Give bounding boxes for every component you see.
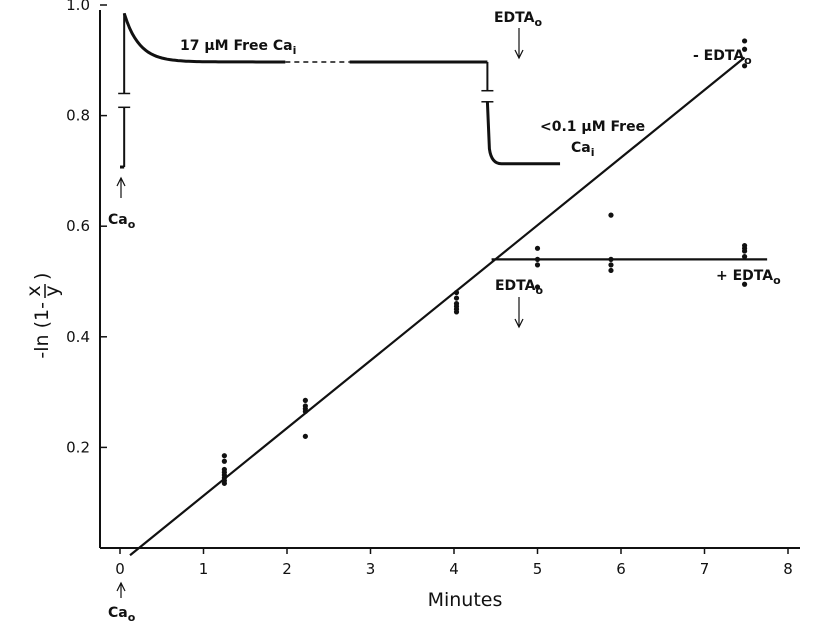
point-plus-edta (534, 245, 541, 251)
point-minus-edta (453, 309, 460, 315)
plus-edta-label: + EDTAo (716, 268, 781, 287)
y-tick-label: 0.8 (66, 107, 90, 125)
trace-label-17um: 17 μM Free Cai (180, 38, 296, 57)
annotations: 17 μM Free Cai <0.1 μM Free Cai EDTAo ED… (108, 10, 781, 624)
point-plus-edta (534, 256, 541, 262)
edta-top-label: EDTAo (494, 10, 542, 29)
y-tick-label: 1.0 (66, 0, 90, 14)
data-points (221, 38, 748, 486)
inset-trace (118, 12, 561, 169)
x-tick-label: 4 (449, 560, 459, 578)
point-plus-edta (608, 262, 614, 268)
minus-edta-label: - EDTAo (693, 48, 752, 67)
edta-top-arrow-head (514, 49, 524, 60)
x-tick-label: 0 (115, 560, 125, 578)
arrows (116, 28, 524, 598)
point-minus-edta (741, 38, 748, 44)
trace-label-01um: <0.1 μM Free (540, 119, 645, 135)
x-axis-title: Minutes (428, 589, 503, 611)
point-plus-edta (534, 284, 541, 290)
ca-axis-label: Cao (108, 605, 136, 624)
x-tick-label: 6 (616, 560, 626, 578)
y-axis-title-den: y (41, 285, 63, 296)
point-minus-edta (302, 397, 308, 403)
x-tick-label: 2 (282, 560, 292, 578)
point-minus-edta (302, 433, 308, 439)
y-tick-label: 0.2 (66, 438, 90, 456)
point-plus-edta (534, 262, 541, 268)
edta-mid-arrow-head (514, 318, 524, 329)
x-tick-label: 7 (700, 560, 710, 578)
axes (99, 10, 800, 549)
axis-ticks: 0 1 2 3 4 5 6 7 8 0.2 0.4 0.6 0.8 1.0 (66, 0, 793, 578)
point-plus-edta (608, 212, 614, 218)
point-minus-edta (221, 453, 227, 459)
ca-trace-label: Cao (108, 212, 136, 231)
x-tick-label: 5 (533, 560, 543, 578)
point-minus-edta (741, 63, 748, 69)
edta-mid-label: EDTAo (495, 278, 543, 297)
point-plus-edta (608, 267, 614, 274)
ca-axis-arrow-head (116, 581, 126, 592)
point-minus-edta (221, 480, 227, 486)
y-tick-label: 0.6 (66, 217, 90, 235)
point-minus-edta (302, 408, 308, 415)
y-axis-title-suffix: ) (31, 273, 53, 280)
x-tick-label: 3 (366, 560, 376, 578)
point-plus-edta (608, 256, 614, 262)
point-minus-edta (453, 289, 460, 296)
ca-trace-arrow-head (116, 176, 126, 187)
trace-label-cai: Cai (571, 140, 595, 159)
y-axis-title: -ln (1- x y ) (23, 273, 63, 359)
trace-plateau-1 (122, 12, 286, 64)
point-plus-edta (741, 254, 748, 260)
fit-line (129, 56, 746, 557)
y-axis-title-prefix: -ln (1- (31, 302, 53, 359)
point-minus-edta (741, 46, 748, 52)
x-tick-label: 1 (199, 560, 209, 578)
trace-low-level (485, 101, 561, 166)
y-tick-label: 0.4 (66, 328, 90, 346)
point-minus-edta (221, 458, 227, 464)
point-plus-edta (741, 281, 748, 287)
point-minus-edta (453, 295, 460, 301)
y-axis-title-num: x (23, 285, 45, 296)
point-plus-edta (741, 248, 748, 254)
x-tick-label: 8 (783, 560, 793, 578)
